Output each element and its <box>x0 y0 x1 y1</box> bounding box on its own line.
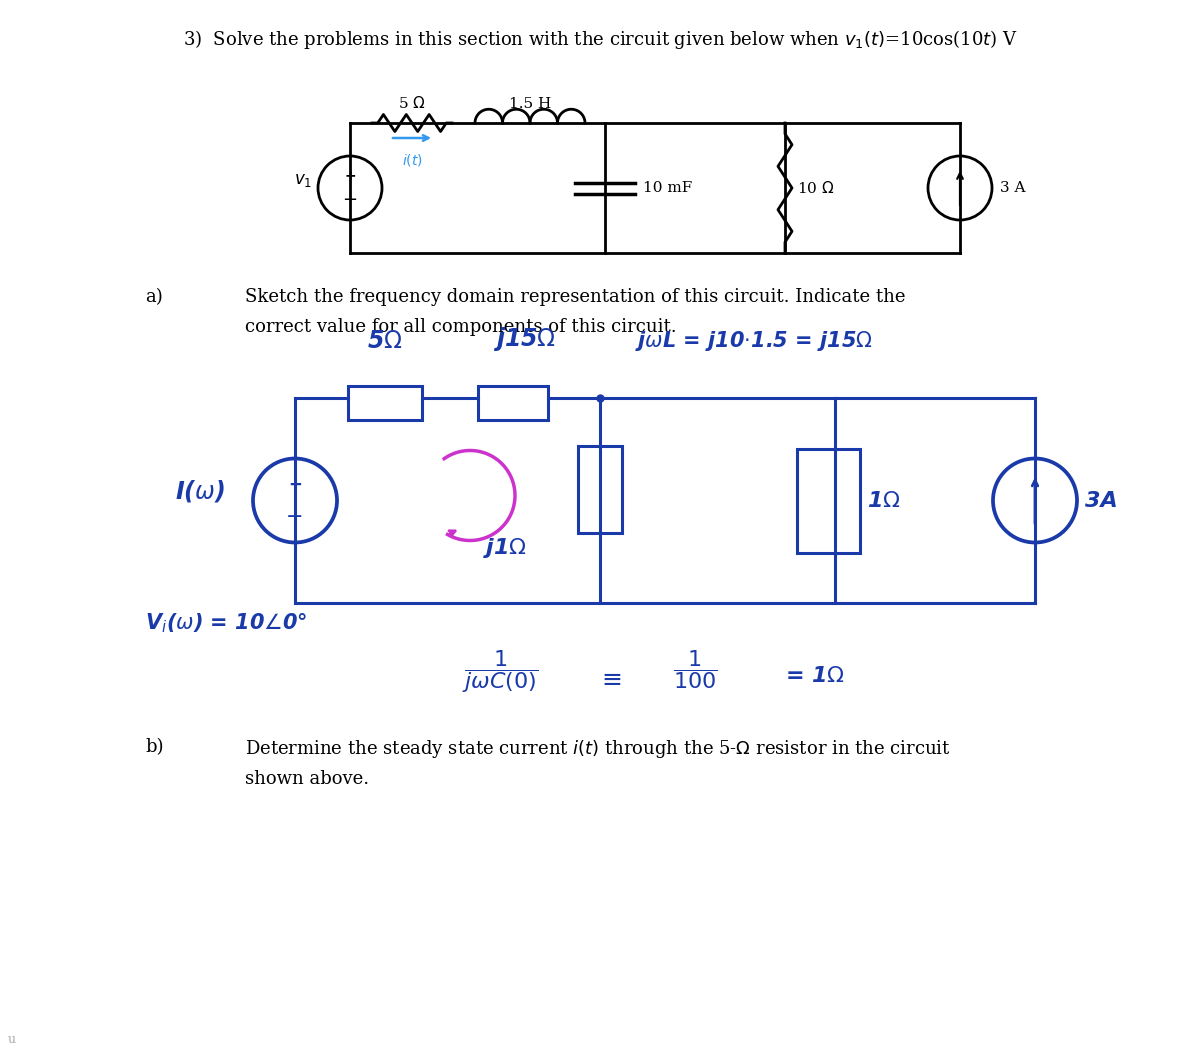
Text: j1$\Omega$: j1$\Omega$ <box>482 535 527 560</box>
Text: +: + <box>344 169 356 183</box>
Text: V$_i$($\omega$) = 10$\angle$0°: V$_i$($\omega$) = 10$\angle$0° <box>145 612 307 635</box>
Text: correct value for all components of this circuit.: correct value for all components of this… <box>245 318 677 336</box>
Text: Determine the steady state current $i(t)$ through the 5-$\Omega$ resistor in the: Determine the steady state current $i(t)… <box>245 738 950 760</box>
Text: shown above.: shown above. <box>245 770 370 788</box>
Text: −: − <box>342 191 358 209</box>
Text: 5 $\Omega$: 5 $\Omega$ <box>398 95 426 111</box>
Text: $\dfrac{1}{j\omega C(0)}$: $\dfrac{1}{j\omega C(0)}$ <box>462 647 538 695</box>
Text: 3A: 3A <box>1085 491 1117 511</box>
Text: +: + <box>288 475 302 493</box>
Text: I($\omega$): I($\omega$) <box>175 477 224 504</box>
Bar <box>348 386 422 420</box>
Text: a): a) <box>145 288 163 306</box>
Text: = 1$\Omega$: = 1$\Omega$ <box>785 665 845 686</box>
Text: j$\omega$L = j10$\cdot$1.5 = j15$\Omega$: j$\omega$L = j10$\cdot$1.5 = j15$\Omega$ <box>635 329 872 353</box>
Text: Sketch the frequency domain representation of this circuit. Indicate the: Sketch the frequency domain representati… <box>245 288 906 306</box>
Text: $v_1$: $v_1$ <box>294 171 312 188</box>
Text: −: − <box>287 507 304 527</box>
Text: 1.5 H: 1.5 H <box>509 97 551 111</box>
Text: u: u <box>8 1033 16 1046</box>
Bar <box>578 445 622 532</box>
Text: 5$\Omega$: 5$\Omega$ <box>367 329 403 353</box>
Text: $\equiv$: $\equiv$ <box>598 665 623 690</box>
Bar <box>797 449 860 552</box>
Bar <box>478 386 548 420</box>
Text: 3 A: 3 A <box>1000 181 1026 195</box>
Text: b): b) <box>145 738 163 756</box>
Text: 10 mF: 10 mF <box>643 181 692 195</box>
Text: $i(t)$: $i(t)$ <box>402 152 422 168</box>
Text: 3)  Solve the problems in this section with the circuit given below when $v_1(t): 3) Solve the problems in this section wi… <box>182 28 1018 51</box>
Text: 10 $\Omega$: 10 $\Omega$ <box>797 180 834 196</box>
Text: 1$\Omega$: 1$\Omega$ <box>866 491 901 511</box>
Text: $\dfrac{1}{100}$: $\dfrac{1}{100}$ <box>673 647 718 691</box>
Text: j15$\Omega$: j15$\Omega$ <box>493 325 557 353</box>
